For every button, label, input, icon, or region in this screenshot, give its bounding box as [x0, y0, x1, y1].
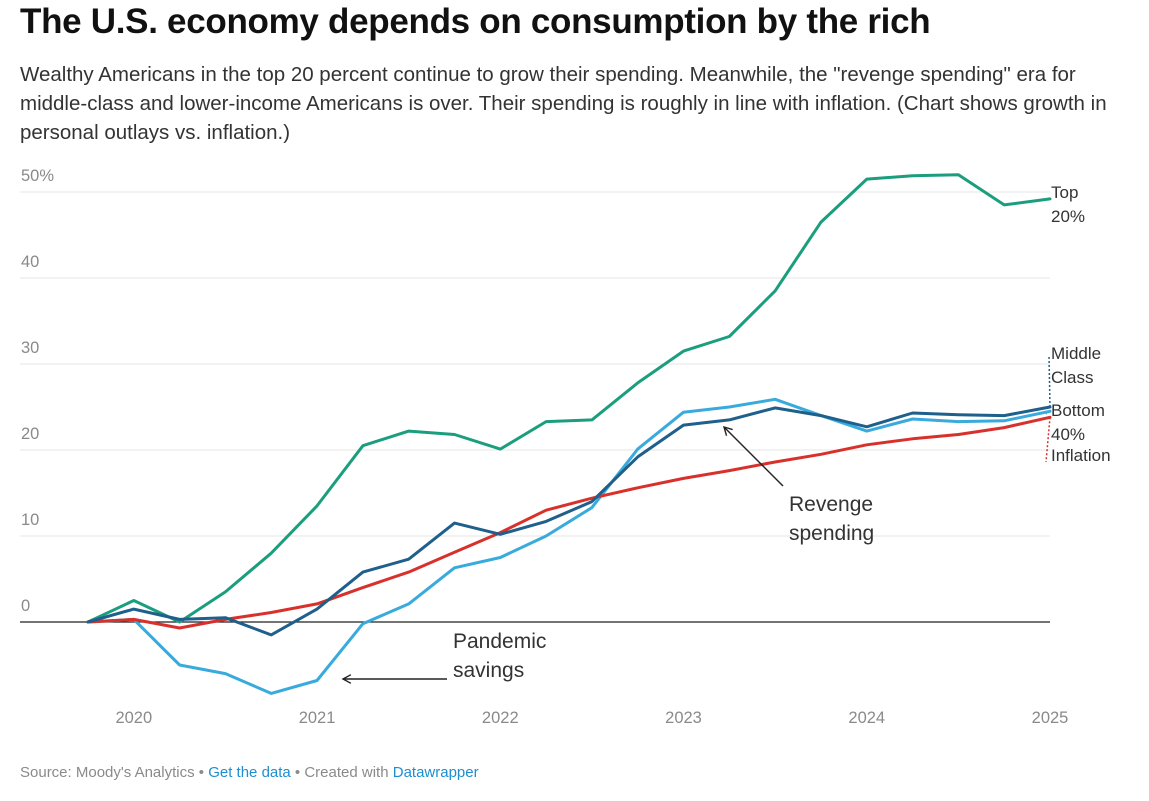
- y-tick-label: 50%: [21, 167, 54, 185]
- pandemic-savings-arrow: [341, 674, 447, 684]
- x-tick-label: 2021: [299, 709, 336, 727]
- series-lines: [86, 173, 1052, 695]
- y-tick-label: 0: [21, 597, 30, 615]
- grid-lines: [20, 191, 1050, 623]
- series-line-top-20: [86, 173, 1052, 624]
- series-label-middle-class: Middle Class: [1051, 344, 1101, 387]
- y-axis-ticks: 0 10 20 30 40 50%: [21, 167, 54, 615]
- revenge-spending-arrow: [722, 425, 784, 487]
- x-axis-ticks: 2020 2021 2022 2023 2024 2025: [115, 709, 1068, 727]
- leader-middle-class: [1048, 355, 1051, 408]
- x-tick-label: 2020: [115, 709, 152, 727]
- x-tick-label: 2023: [665, 709, 702, 727]
- footer: Source: Moody's Analytics • Get the data…: [20, 764, 479, 781]
- series-line-middle-class: [86, 405, 1052, 637]
- y-tick-label: 40: [21, 253, 39, 271]
- footer-separator: •: [194, 764, 209, 781]
- annotation-revenge-spending: Revenge spending: [789, 493, 874, 545]
- datawrapper-link[interactable]: Datawrapper: [392, 764, 479, 781]
- footer-credit-text: • Created with: [290, 764, 393, 781]
- x-tick-label: 2024: [848, 709, 885, 727]
- chart-annotations: Pandemic savings Revenge spending: [341, 425, 874, 684]
- y-tick-label: 30: [21, 339, 39, 357]
- leader-inflation: [1045, 417, 1051, 463]
- chart-title: The U.S. economy depends on consumption …: [20, 2, 931, 41]
- x-tick-label: 2025: [1032, 709, 1069, 727]
- label-leaders: [1045, 355, 1051, 463]
- series-end-labels: Top 20% Middle Class Bottom 40% Inflation: [1051, 183, 1111, 465]
- series-line-bottom-40: [86, 397, 1052, 695]
- series-label-bottom-40: Bottom 40%: [1051, 401, 1105, 444]
- series-label-top-20: Top 20%: [1051, 183, 1085, 226]
- y-tick-label: 20: [21, 425, 39, 443]
- annotation-pandemic-savings: Pandemic savings: [453, 630, 546, 682]
- series-label-inflation: Inflation: [1051, 446, 1111, 465]
- leader-bottom-40: [1045, 410, 1051, 415]
- source-note: Source: Moody's Analytics: [20, 764, 195, 781]
- series-line-inflation: [86, 415, 1052, 630]
- y-tick-label: 10: [21, 511, 39, 529]
- x-tick-label: 2022: [482, 709, 519, 727]
- chart-subtitle: Wealthy Americans in the top 20 percent …: [20, 63, 1107, 144]
- get-data-link[interactable]: Get the data: [208, 764, 291, 781]
